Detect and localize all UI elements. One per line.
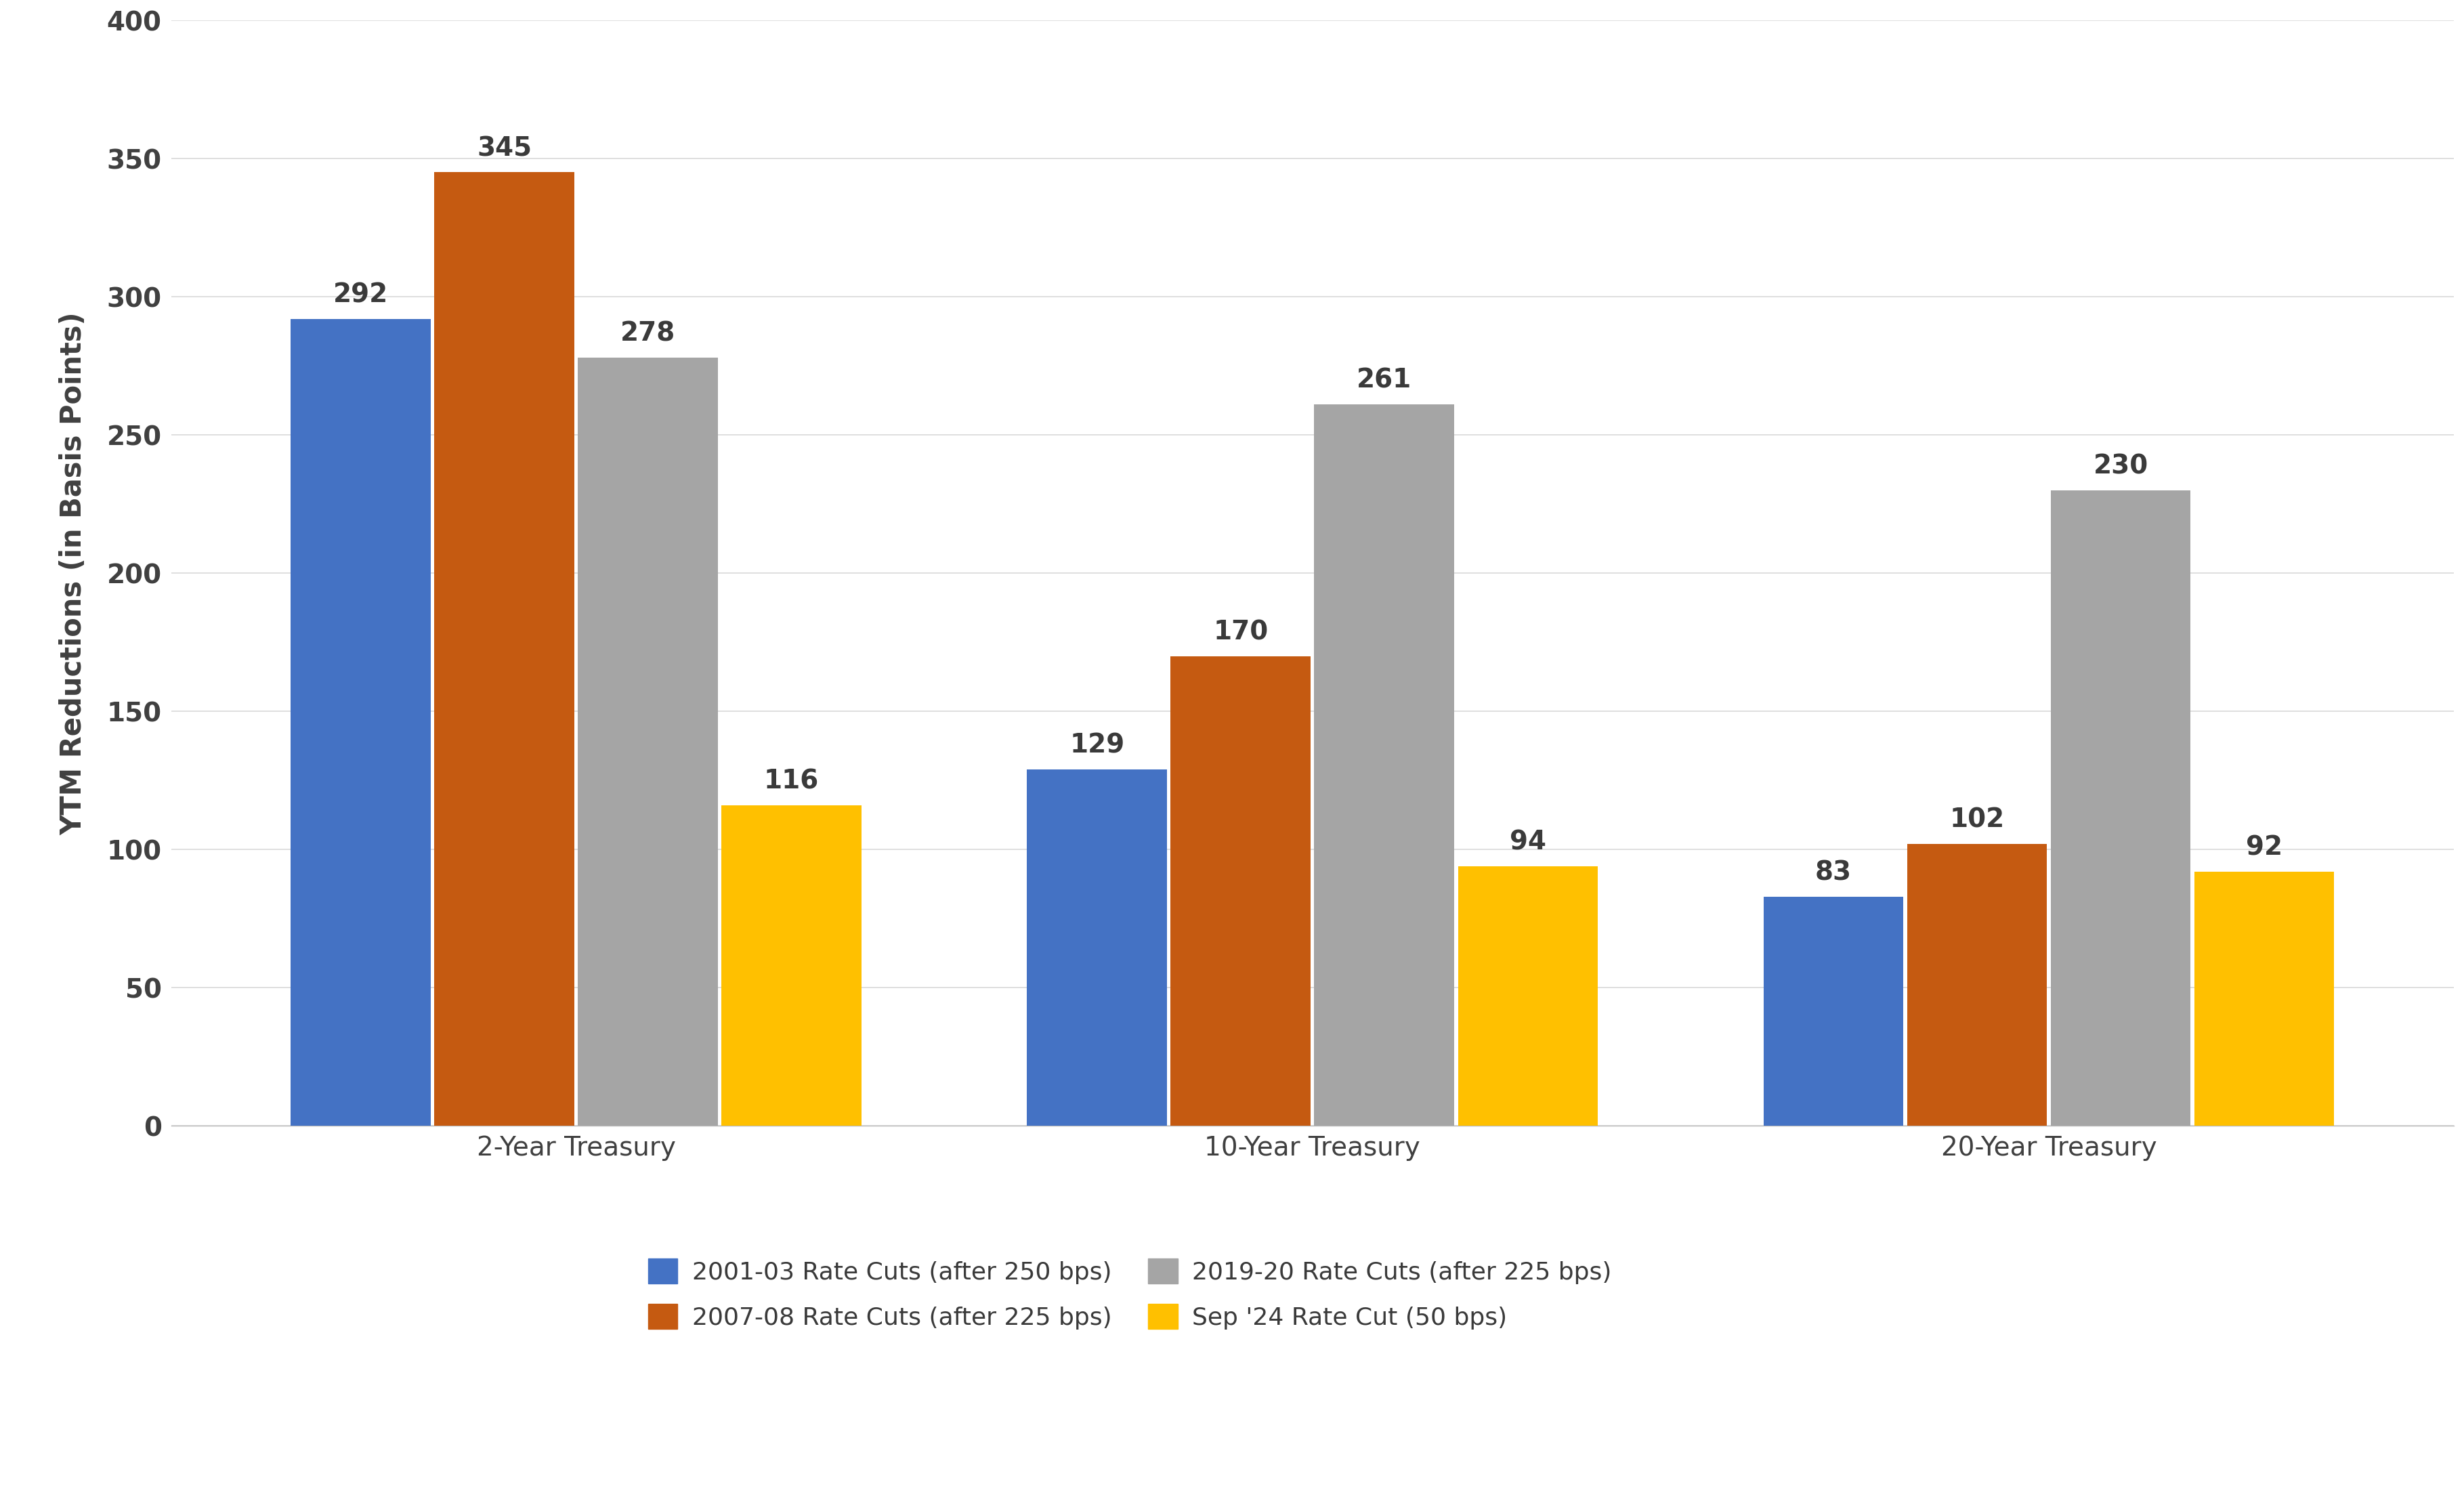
Bar: [1459, 867, 1597, 1126]
Text: 345: 345: [478, 135, 532, 161]
Legend: 2001-03 Rate Cuts (after 250 bps), 2007-08 Rate Cuts (after 225 bps), 2019-20 Ra: 2001-03 Rate Cuts (after 250 bps), 2007-…: [638, 1249, 1621, 1339]
Text: 170: 170: [1212, 620, 1269, 646]
Text: 129: 129: [1069, 733, 1124, 759]
Text: 94: 94: [1510, 829, 1545, 855]
Bar: [722, 805, 862, 1126]
Bar: [291, 319, 431, 1126]
Bar: [2195, 871, 2333, 1126]
Text: 83: 83: [1816, 859, 1853, 885]
Bar: [1764, 897, 1902, 1126]
Text: 102: 102: [1949, 807, 2006, 832]
Text: 92: 92: [2245, 835, 2282, 861]
Bar: [1170, 656, 1311, 1126]
Bar: [1313, 405, 1454, 1126]
Text: 278: 278: [621, 321, 675, 346]
Bar: [434, 173, 574, 1126]
Y-axis label: YTM Reductions (in Basis Points): YTM Reductions (in Basis Points): [59, 312, 89, 835]
Bar: [1907, 844, 2048, 1126]
Bar: [1027, 769, 1168, 1126]
Text: 116: 116: [764, 769, 818, 795]
Text: 230: 230: [2092, 453, 2149, 479]
Text: 261: 261: [1358, 367, 1412, 393]
Text: 292: 292: [333, 281, 389, 309]
Bar: [2050, 491, 2190, 1126]
Bar: [579, 358, 717, 1126]
